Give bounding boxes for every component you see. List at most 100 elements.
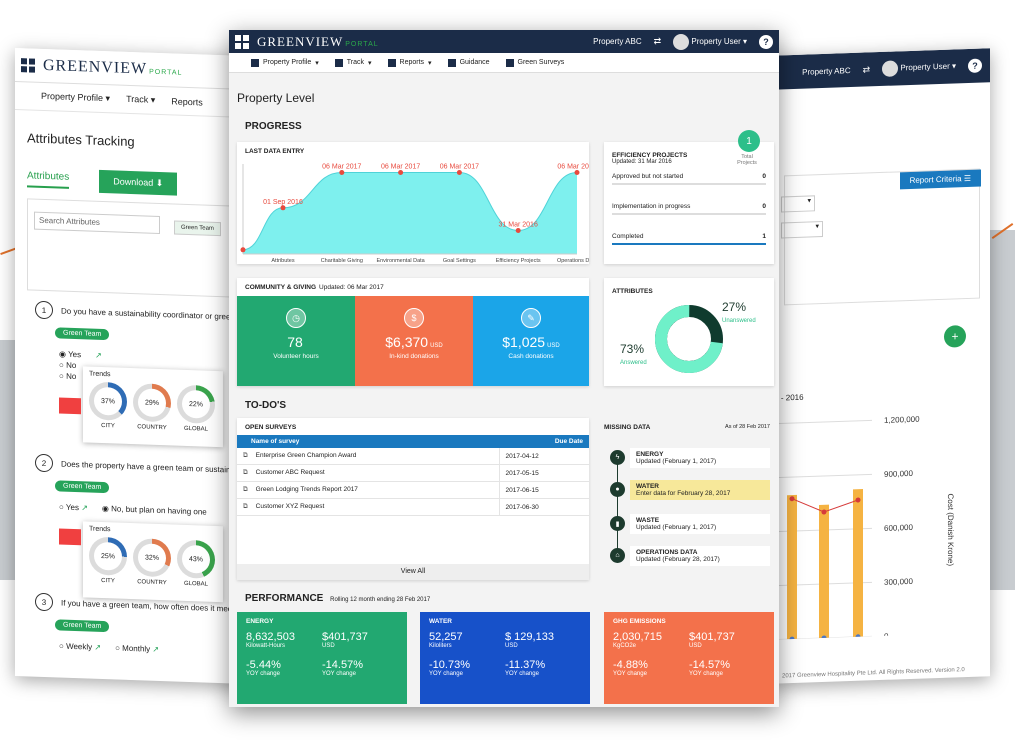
- trends-label: Trends: [89, 370, 111, 379]
- data-point[interactable]: [339, 170, 345, 176]
- point-label: 06 Mar 2017: [440, 164, 479, 171]
- survey-name[interactable]: ⧉ Customer ABC Request: [237, 464, 499, 482]
- nav-guidance[interactable]: Guidance: [447, 58, 490, 67]
- download-button[interactable]: Download ⬇: [99, 169, 178, 196]
- app-grid-icon[interactable]: [21, 57, 35, 73]
- cost-bar-chart: 1,200,000900,000600,000300,0000OctNovDec…: [772, 415, 955, 640]
- table-row[interactable]: ⧉ Customer XYZ Request 2017-06-30: [237, 498, 589, 516]
- page-title: Property Level: [237, 91, 315, 105]
- trend-point: [855, 497, 861, 503]
- green-team-filter[interactable]: Green Team: [174, 220, 221, 237]
- community-tile: ◷ 78 Volunteer hours: [237, 296, 355, 386]
- survey-name[interactable]: ⧉ Enterprise Green Champion Award: [237, 448, 499, 465]
- timeline-line: [617, 454, 618, 554]
- report-criteria-button[interactable]: Report Criteria ☰: [899, 169, 981, 190]
- data-point[interactable]: [398, 170, 404, 176]
- performance-tile-energy[interactable]: ENERGY 8,632,503 Kilowatt-Hours $401,737 USD…: [237, 612, 407, 704]
- external-link-icon[interactable]: ⧉: [243, 486, 248, 493]
- nav-property-profile[interactable]: Property Profile ▾: [251, 58, 319, 67]
- red-button[interactable]: [59, 397, 81, 415]
- dropdown[interactable]: ▾: [781, 195, 815, 213]
- right-header: Property ABC ⇄ Property User ▾ ?: [772, 48, 990, 90]
- metric: -5.44% YOY change: [246, 659, 281, 677]
- left-tabs: Attributes Download ⬇: [27, 167, 247, 198]
- axis-point: [789, 636, 795, 640]
- unanswered-label: Unanswered: [722, 318, 756, 324]
- logo[interactable]: GREENVIEW PORTAL: [257, 33, 379, 49]
- swap-icon[interactable]: ⇄: [862, 63, 871, 75]
- logo[interactable]: GREENVIEW PORTAL: [43, 56, 183, 78]
- efficiency-row: Completed 1: [612, 225, 766, 245]
- table-row[interactable]: ⧉ Enterprise Green Champion Award 2017-04-…: [237, 448, 589, 465]
- answer-weekly[interactable]: ○ Weekly ↗: [59, 641, 102, 652]
- table-row[interactable]: ⧉ Green Lodging Trends Report 2017 2017-06…: [237, 481, 589, 499]
- nav-reports[interactable]: Reports: [171, 95, 203, 108]
- survey-name[interactable]: ⧉ Customer XYZ Request: [237, 498, 499, 516]
- property-selector[interactable]: Property ABC: [802, 65, 851, 77]
- performance-tile-water[interactable]: WATER 52,257 Kiloliters $ 129,133 USD -10.73%…: [420, 612, 590, 704]
- stat-label: In-kind donations: [389, 353, 439, 360]
- data-point[interactable]: [515, 227, 521, 233]
- search-attributes-input[interactable]: Search Attributes: [34, 211, 160, 235]
- cost-bar[interactable]: [853, 489, 863, 637]
- stat-value: $6,370 USD: [385, 334, 443, 350]
- table-row[interactable]: ⧉ Customer ABC Request 2017-05-15: [237, 464, 589, 482]
- external-link-icon[interactable]: ⧉: [243, 452, 248, 459]
- view-all-button[interactable]: View All: [237, 564, 589, 580]
- answer-no-plan[interactable]: ◉ No, but plan on having one: [101, 503, 207, 517]
- y-axis-label: Cost (Danish Krone): [946, 493, 955, 566]
- nav-track[interactable]: Track ▾: [334, 58, 372, 67]
- help-icon[interactable]: ?: [968, 58, 982, 73]
- trend-donut: 25%: [89, 536, 127, 576]
- missing-data-item[interactable]: WATER Enter data for February 28, 2017: [630, 480, 770, 500]
- app-grid-icon[interactable]: [235, 34, 249, 49]
- property-selector[interactable]: Property ABC: [593, 37, 642, 46]
- external-link-icon[interactable]: ⧉: [243, 503, 248, 510]
- missing-data-item[interactable]: OPERATIONS DATA Updated (February 28, 201…: [630, 546, 770, 566]
- report-window: Property ABC ⇄ Property User ▾ ? Report …: [772, 48, 990, 684]
- metric: -10.73% YOY change: [429, 659, 470, 677]
- trend-donut: 22%: [177, 384, 215, 424]
- missing-data-item[interactable]: WASTE Updated (February 1, 2017): [630, 514, 770, 534]
- performance-title: PERFORMANCE Rolling 12 month ending 28 F…: [245, 593, 431, 604]
- nav-green-surveys[interactable]: Green Surveys: [505, 58, 564, 67]
- answer-yes[interactable]: ○ Yes ↗: [59, 502, 88, 513]
- data-point[interactable]: [574, 170, 580, 176]
- stat-label: Cash donations: [508, 353, 554, 360]
- trends-popover: Trends 25% CITY 32% COUNTRY 43% GLOBAL: [83, 521, 223, 603]
- metric: 2,030,715 KgCO2e: [613, 631, 662, 649]
- tab-attributes[interactable]: Attributes: [27, 170, 70, 189]
- nav-track[interactable]: Track ▾: [126, 93, 156, 105]
- card-title: ATTRIBUTES: [612, 288, 653, 295]
- trend-donut: 32%: [133, 538, 171, 578]
- survey-due-date: 2017-05-15: [498, 464, 589, 482]
- user-menu[interactable]: Property User ▾: [882, 58, 956, 77]
- metric: $ 129,133 USD: [505, 631, 554, 649]
- data-point[interactable]: [456, 170, 462, 176]
- red-button[interactable]: [59, 528, 81, 546]
- nav-property-profile[interactable]: Property Profile ▾: [41, 90, 111, 104]
- progress-title: PROGRESS: [245, 121, 302, 132]
- data-point[interactable]: [280, 205, 286, 211]
- filter-box: Search Attributes Green Team: [27, 198, 235, 298]
- survey-name[interactable]: ⧉ Green Lodging Trends Report 2017: [237, 481, 499, 499]
- drop-icon: ●: [610, 482, 625, 497]
- trend-icon[interactable]: ↗: [95, 350, 102, 360]
- metric: $401,737 USD: [689, 631, 735, 649]
- dollar-icon: $: [404, 308, 424, 328]
- swap-icon[interactable]: ⇄: [653, 36, 662, 46]
- cost-bar[interactable]: [787, 494, 797, 640]
- dropdown[interactable]: ▾: [781, 221, 823, 239]
- attributes-tracking-window: GREENVIEW PORTAL Property Profile ▾ Track…: [15, 47, 247, 685]
- help-icon[interactable]: ?: [759, 34, 773, 49]
- add-report-icon[interactable]: +: [944, 325, 966, 348]
- missing-data-item[interactable]: ENERGY Updated (February 1, 2017): [630, 448, 770, 468]
- green-team-tag: Green Team: [55, 480, 110, 494]
- user-menu[interactable]: Property User ▾: [673, 33, 747, 50]
- answer-monthly[interactable]: ○ Monthly ↗: [115, 643, 160, 654]
- external-link-icon[interactable]: ⧉: [243, 469, 248, 476]
- answered-value: 73%: [620, 342, 645, 356]
- performance-tile-ghg-emissions[interactable]: GHG EMISSIONS 2,030,715 KgCO2e $401,737 USD -…: [604, 612, 774, 704]
- nav-reports[interactable]: Reports ▾: [387, 58, 432, 67]
- cost-bar[interactable]: [819, 504, 829, 639]
